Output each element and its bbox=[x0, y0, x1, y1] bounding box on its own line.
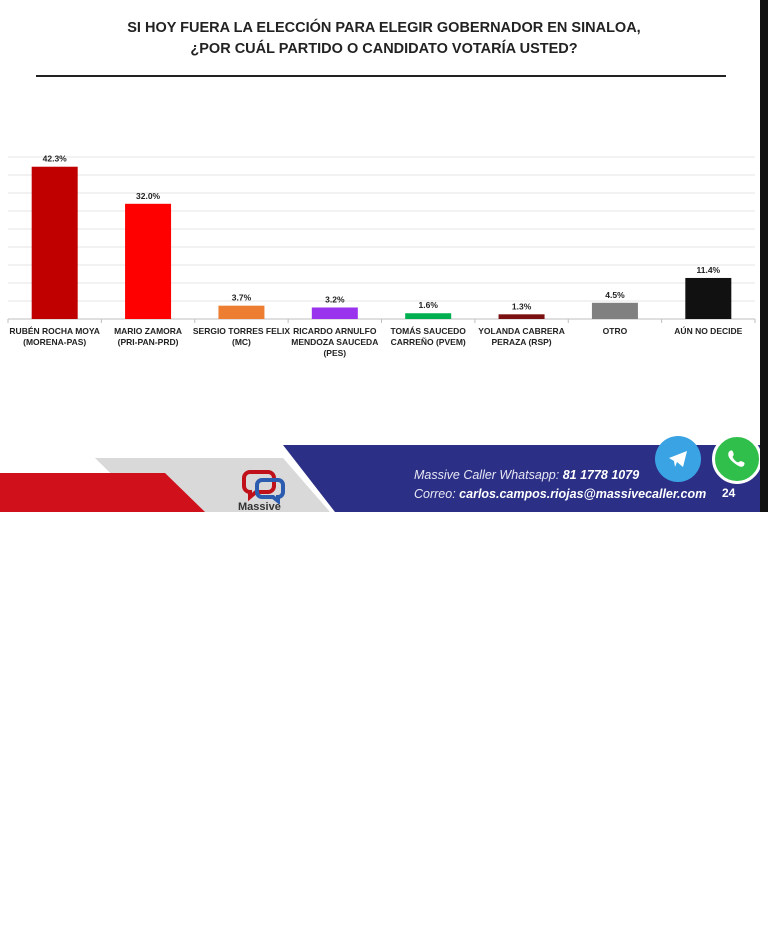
footer-shapes bbox=[0, 445, 760, 512]
category-label: RICARDO ARNULFO bbox=[293, 326, 377, 336]
bar bbox=[218, 305, 265, 319]
bar bbox=[498, 314, 545, 319]
data-label: 32.0% bbox=[136, 191, 161, 201]
data-label: 3.7% bbox=[232, 293, 252, 303]
category-label: (PES) bbox=[323, 348, 346, 358]
margin-error-label: M. E. bbox=[107, 932, 127, 941]
data-label: 11.4% bbox=[696, 265, 720, 275]
whatsapp-line: Massive Caller Whatsapp: 81 1778 1079 bbox=[414, 468, 640, 482]
category-label: AÚN NO DECIDE bbox=[674, 325, 742, 336]
telegram-icon[interactable] bbox=[655, 436, 701, 482]
category-label: (MC) bbox=[232, 337, 251, 347]
title-divider bbox=[36, 75, 726, 77]
category-label: RUBÉN ROCHA MOYA bbox=[9, 326, 100, 336]
whatsapp-icon[interactable] bbox=[712, 434, 762, 484]
data-label: 3.2% bbox=[325, 294, 345, 304]
category-label: PERAZA (RSP) bbox=[491, 337, 551, 347]
data-label: 1.6% bbox=[419, 300, 439, 310]
bar bbox=[31, 166, 78, 319]
category-label: (MORENA-PAS) bbox=[23, 337, 86, 347]
right-edge-bar bbox=[760, 0, 768, 512]
title-line-2: ¿POR CUÁL PARTIDO O CANDIDATO VOTARÍA US… bbox=[190, 41, 578, 57]
bar bbox=[125, 203, 172, 319]
bar bbox=[405, 313, 452, 319]
category-label: OTRO bbox=[603, 326, 628, 336]
chart-title: SI HOY FUERA LA ELECCIÓN PARA ELEGIR GOB… bbox=[0, 18, 768, 60]
category-label: (PRI-PAN-PRD) bbox=[118, 337, 179, 347]
page-number: 24 bbox=[722, 486, 736, 500]
data-label: 1.3% bbox=[512, 301, 532, 311]
data-label: 42.3% bbox=[43, 154, 68, 164]
bar bbox=[591, 302, 638, 319]
category-label: YOLANDA CABRERA bbox=[478, 326, 565, 336]
category-label: MENDOZA SAUCEDA bbox=[291, 337, 378, 347]
category-label: MARIO ZAMORA bbox=[114, 326, 182, 336]
footer-banner: Massive Massive Caller Whatsapp: 81 1778… bbox=[0, 434, 768, 952]
data-label: 4.5% bbox=[605, 290, 625, 300]
bar bbox=[311, 307, 358, 319]
bar-chart: 42.3% RUBÉN ROCHA MOYA(MORENA-PAS) 32.0% MA… bbox=[7, 154, 756, 358]
bar bbox=[685, 277, 732, 319]
title-line-1: SI HOY FUERA LA ELECCIÓN PARA ELEGIR GOB… bbox=[127, 20, 641, 36]
email-line: Correo: carlos.campos.riojas@massivecall… bbox=[414, 487, 707, 501]
survey-info-table: ENCUESTAS REALIZADAS M. E. bbox=[16, 921, 150, 952]
logo-text: Massive bbox=[238, 501, 281, 513]
massive-caller-logo bbox=[242, 470, 285, 504]
surveys-label: ENCUESTAS REALIZADAS bbox=[17, 922, 85, 951]
category-label: TOMÁS SAUCEDO bbox=[390, 326, 466, 336]
category-label: CARREÑO (PVEM) bbox=[391, 337, 466, 347]
category-label: SERGIO TORRES FELIX bbox=[193, 326, 290, 336]
